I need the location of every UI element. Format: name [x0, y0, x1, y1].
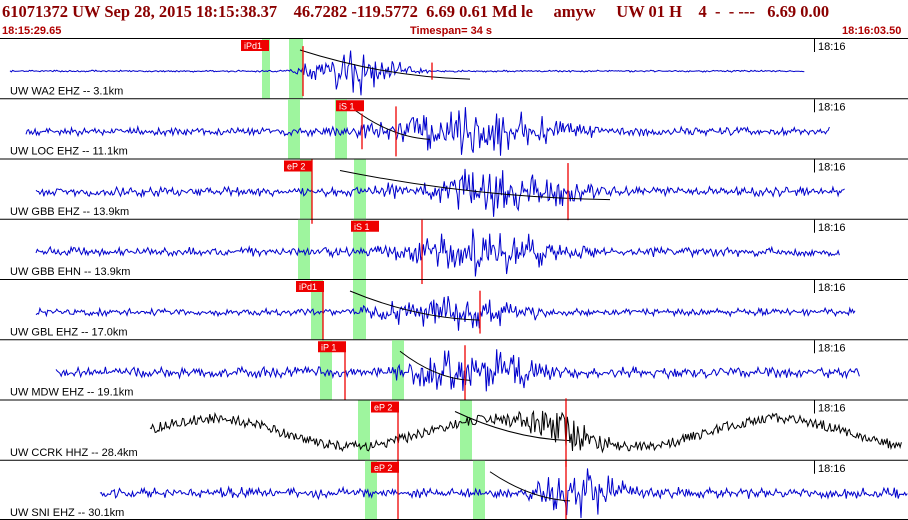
waveform-trace — [35, 168, 845, 217]
start-time: 18:15:29.65 — [2, 25, 62, 37]
pick-window — [335, 99, 347, 159]
trace-time-label: 18:16 — [818, 101, 846, 113]
pick-window — [358, 400, 370, 460]
pick-window — [311, 280, 323, 340]
phase-pick-box[interactable] — [296, 281, 324, 292]
trace-time-label: 18:16 — [818, 162, 846, 174]
pick-window — [353, 219, 366, 279]
waveform-trace — [35, 228, 840, 277]
station-label: UW CCRK HHZ -- 28.4km — [10, 447, 138, 459]
phase-pick-box[interactable] — [318, 341, 346, 353]
pick-window — [365, 460, 377, 520]
pick-window — [300, 159, 312, 219]
trace-row-5[interactable]: iP 1 18:16 UW MDW EHZ -- 19.1km — [0, 339, 908, 400]
phase-pick-box[interactable] — [241, 40, 269, 51]
coda-decay-curve — [399, 350, 471, 381]
trace-row-3[interactable]: iS 1 18:16 UW GBB EHN -- 13.9km — [0, 218, 908, 285]
pick-window — [289, 39, 303, 99]
event-header: 61071372 UW Sep 28, 2015 18:15:38.37 46.… — [0, 0, 908, 38]
trace-time-label: 18:16 — [818, 463, 846, 475]
station-label: UW SNI EHZ -- 30.1km — [10, 507, 124, 519]
phase-pick-box[interactable] — [284, 160, 312, 172]
pick-window — [353, 280, 366, 340]
trace-row-4[interactable]: iPd1 18:16 UW GBL EHZ -- 17.0km — [0, 279, 908, 341]
pick-window — [288, 99, 300, 159]
trace-time-label: 18:16 — [818, 41, 846, 53]
phase-pick-box[interactable] — [371, 401, 399, 413]
end-time: 18:16:03.50 — [842, 25, 902, 37]
station-label: UW GBB EHN -- 13.9km — [10, 266, 130, 278]
seismogram-panel[interactable]: iPd1 18:16 UW WA2 EHZ -- 3.1km iS 1 18:16 UW … — [0, 38, 908, 520]
phase-pick-box[interactable] — [371, 461, 399, 473]
phase-pick-box[interactable] — [351, 220, 379, 232]
station-label: UW WA2 EHZ -- 3.1km — [10, 85, 123, 97]
timescale-row: 18:15:29.65 Timespan= 34 s 18:16:03.50 — [0, 24, 908, 38]
pick-window — [262, 39, 270, 99]
phase-pick-label: iS 1 — [354, 222, 370, 232]
trace-row-6[interactable]: eP 2 18:16 UW CCRK HHZ -- 28.4km — [0, 398, 908, 467]
station-label: UW GBL EHZ -- 17.0km — [10, 326, 128, 338]
trace-time-label: 18:16 — [818, 282, 846, 294]
phase-pick-label: iPd1 — [299, 282, 317, 292]
timespan-label: Timespan= 34 s — [410, 25, 493, 37]
station-label: UW MDW EHZ -- 19.1km — [10, 387, 133, 399]
trace-row-0[interactable]: iPd1 18:16 UW WA2 EHZ -- 3.1km — [0, 38, 908, 99]
phase-pick-box[interactable] — [336, 100, 364, 112]
coda-decay-curve — [349, 290, 481, 321]
phase-pick-label: iPd1 — [244, 41, 262, 51]
event-summary-title: 61071372 UW Sep 28, 2015 18:15:38.37 46.… — [2, 2, 830, 21]
pick-window — [320, 340, 332, 400]
coda-decay-curve — [299, 49, 471, 80]
waveform-trace — [9, 50, 805, 96]
trace-row-1[interactable]: iS 1 18:16 UW LOC EHZ -- 11.1km — [0, 98, 908, 159]
coda-decay-curve — [339, 170, 611, 201]
phase-pick-label: eP 2 — [287, 162, 305, 172]
pick-window — [460, 400, 472, 460]
trace-time-label: 18:16 — [818, 403, 846, 415]
trace-time-label: 18:16 — [818, 222, 846, 234]
phase-pick-label: iS 1 — [339, 101, 355, 111]
phase-pick-label: eP 2 — [374, 463, 392, 473]
station-label: UW LOC EHZ -- 11.1km — [10, 146, 128, 158]
waveform-trace — [99, 468, 908, 519]
waveform-trace — [35, 296, 856, 331]
waveform-trace — [149, 409, 902, 454]
waveform-trace — [25, 107, 830, 156]
trace-row-2[interactable]: eP 2 18:16 UW GBB EHZ -- 13.9km — [0, 158, 908, 224]
station-label: UW GBB EHZ -- 13.9km — [10, 206, 129, 218]
phase-pick-label: eP 2 — [374, 403, 392, 413]
trace-row-7[interactable]: eP 2 18:16 UW SNI EHZ -- 30.1km — [0, 459, 908, 520]
trace-time-label: 18:16 — [818, 342, 846, 354]
coda-decay-curve — [454, 411, 571, 442]
phase-pick-label: iP 1 — [321, 342, 336, 352]
coda-decay-curve — [489, 471, 571, 502]
waveform-trace — [55, 349, 860, 392]
